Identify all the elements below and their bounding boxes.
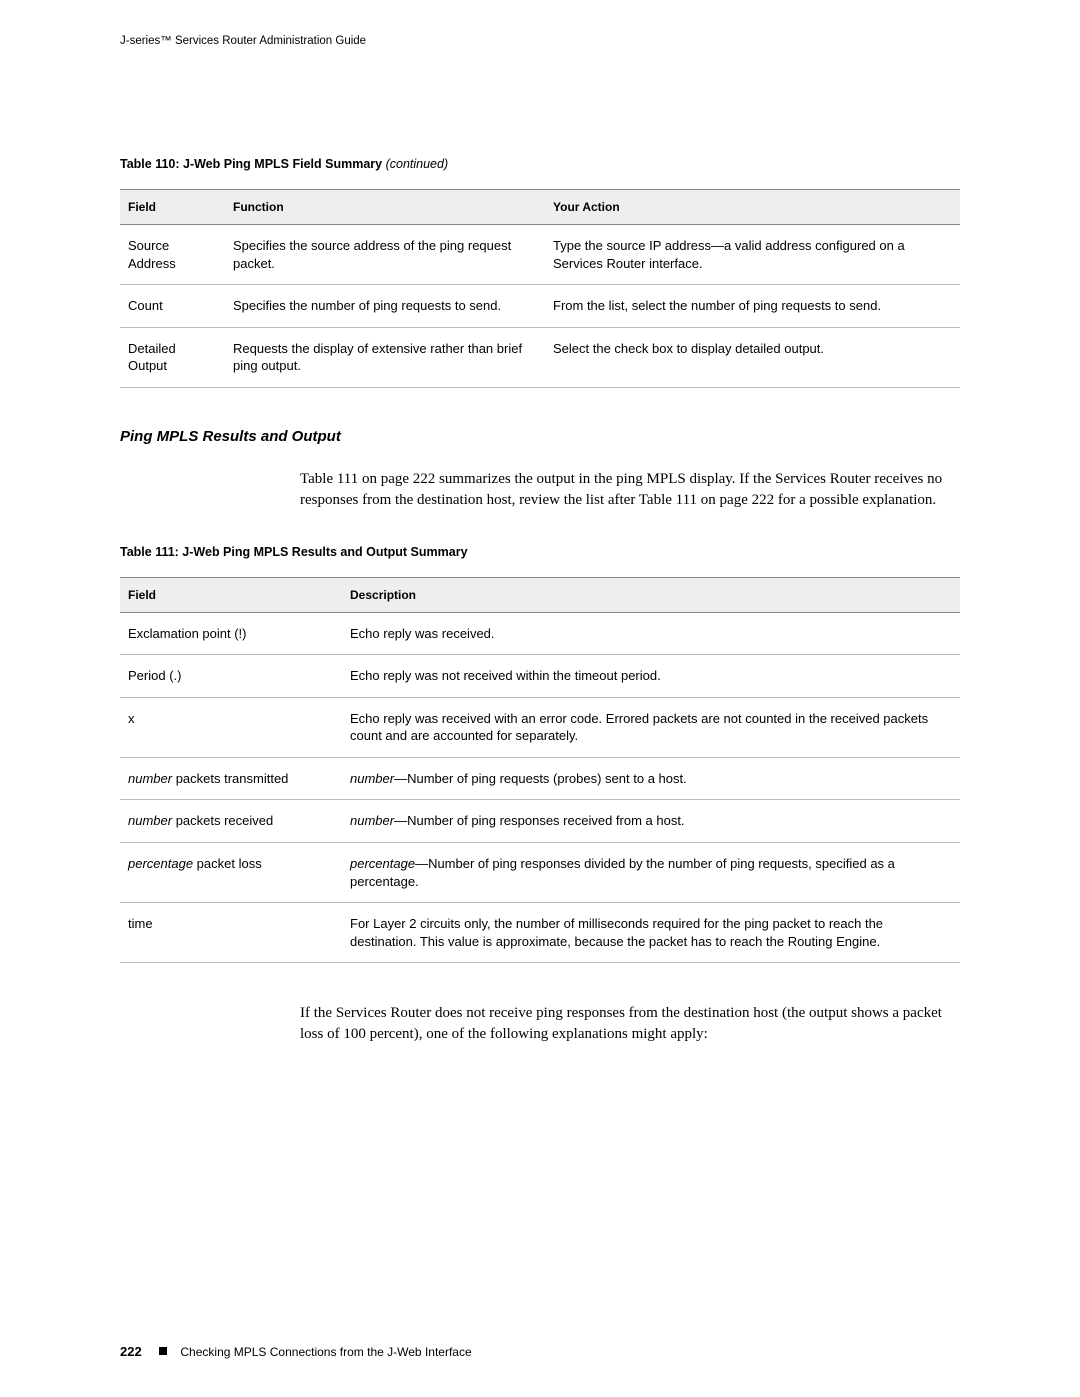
cell-desc: Echo reply was not received within the t… [342,655,960,698]
cell-action: Type the source IP address—a valid addre… [545,225,960,285]
table-row: time For Layer 2 circuits only, the numb… [120,903,960,963]
col-description: Description [342,577,960,612]
table-row: Detailed Output Requests the display of … [120,327,960,387]
body-paragraph-1: Table 111 on page 222 summarizes the out… [300,469,960,511]
footer-section-title: Checking MPLS Connections from the J-Web… [180,1345,471,1359]
cell-field: time [120,903,342,963]
table-row: Exclamation point (!) Echo reply was rec… [120,612,960,655]
table-111: Field Description Exclamation point (!) … [120,577,960,963]
cell-field: number packets transmitted [120,757,342,800]
cell-function: Requests the display of extensive rather… [225,327,545,387]
table-110-caption: Table 110: J-Web Ping MPLS Field Summary… [120,157,960,171]
body-paragraph-2: If the Services Router does not receive … [300,1003,960,1045]
page-number: 222 [120,1344,142,1359]
cell-field: Detailed Output [120,327,225,387]
table-row: Period (.) Echo reply was not received w… [120,655,960,698]
running-header: J-series™ Services Router Administration… [120,35,960,47]
cell-function: Specifies the source address of the ping… [225,225,545,285]
cell-field: Exclamation point (!) [120,612,342,655]
table-header-row: Field Function Your Action [120,190,960,225]
page-footer: 222 Checking MPLS Connections from the J… [120,1344,472,1359]
cell-field: Source Address [120,225,225,285]
cell-action: Select the check box to display detailed… [545,327,960,387]
table-row: x Echo reply was received with an error … [120,697,960,757]
cell-desc: percentage—Number of ping responses divi… [342,843,960,903]
col-field: Field [120,577,342,612]
section-heading: Ping MPLS Results and Output [120,428,960,445]
cell-field: x [120,697,342,757]
col-field: Field [120,190,225,225]
cell-desc: Echo reply was received. [342,612,960,655]
table-row: number packets transmitted number—Number… [120,757,960,800]
cell-field: Count [120,285,225,328]
cell-desc: Echo reply was received with an error co… [342,697,960,757]
table-header-row: Field Description [120,577,960,612]
table-110-caption-main: Table 110: J-Web Ping MPLS Field Summary [120,157,386,171]
table-row: Count Specifies the number of ping reque… [120,285,960,328]
cell-function: Specifies the number of ping requests to… [225,285,545,328]
table-110: Field Function Your Action Source Addres… [120,189,960,388]
table-111-caption: Table 111: J-Web Ping MPLS Results and O… [120,545,960,559]
col-function: Function [225,190,545,225]
square-bullet-icon [159,1347,167,1355]
table-row: percentage packet loss percentage—Number… [120,843,960,903]
cell-action: From the list, select the number of ping… [545,285,960,328]
cell-desc: number—Number of ping responses received… [342,800,960,843]
table-110-caption-continued: (continued) [386,157,449,171]
col-action: Your Action [545,190,960,225]
cell-desc: For Layer 2 circuits only, the number of… [342,903,960,963]
cell-desc: number—Number of ping requests (probes) … [342,757,960,800]
table-row: Source Address Specifies the source addr… [120,225,960,285]
cell-field: percentage packet loss [120,843,342,903]
table-row: number packets received number—Number of… [120,800,960,843]
cell-field: number packets received [120,800,342,843]
cell-field: Period (.) [120,655,342,698]
